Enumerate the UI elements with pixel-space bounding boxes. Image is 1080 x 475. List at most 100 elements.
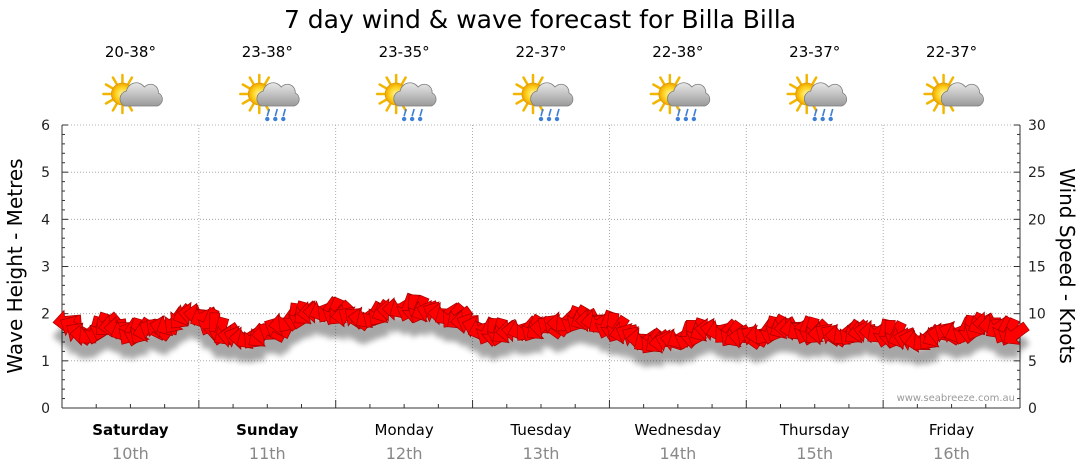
partly-cloudy-icon xyxy=(102,73,163,115)
sun-ray xyxy=(263,76,271,86)
left-axis-ticks: 0 1 2 3 4 5 6 xyxy=(41,118,50,417)
sun-ray xyxy=(515,98,525,105)
sun-ray xyxy=(925,83,936,90)
rain-streak xyxy=(556,108,560,117)
sun-ray xyxy=(947,76,955,86)
rain-streak xyxy=(540,108,544,117)
chart-title: 7 day wind & wave forecast for Billa Bil… xyxy=(284,5,796,34)
day-date: 10th xyxy=(112,444,149,463)
day-date: 14th xyxy=(659,444,696,463)
right-axis-label: Wind Speed - Knots xyxy=(1055,168,1079,364)
rain-streak xyxy=(282,108,287,117)
cloud-shape xyxy=(940,82,984,107)
rain-drop xyxy=(265,116,270,122)
showers-icon xyxy=(786,73,848,122)
sun-ray xyxy=(674,76,681,86)
rain-drop xyxy=(417,116,423,122)
showers-icon xyxy=(649,73,711,122)
rain-streak xyxy=(411,108,415,117)
sun-ray xyxy=(378,83,388,90)
sun-ray xyxy=(925,98,936,105)
sun-ray xyxy=(789,98,799,105)
day-name: Sunday xyxy=(236,421,299,439)
day-name: Wednesday xyxy=(634,421,721,439)
sun-ray xyxy=(659,76,666,86)
day-header-row: 20-38° 23-38° 23-35° 22-37° 22-38° 23-37° 22-3… xyxy=(102,43,984,122)
day-date: 11th xyxy=(249,444,286,463)
right-tick-label: 15 xyxy=(1028,260,1046,276)
sun-ray xyxy=(111,76,119,86)
right-tick-label: 0 xyxy=(1028,401,1037,417)
showers-icon xyxy=(239,73,300,122)
rain-drop xyxy=(812,116,817,122)
left-tick-label: 5 xyxy=(41,165,50,181)
cloud-shape xyxy=(393,82,437,107)
sun-ray xyxy=(241,98,252,105)
rain-drop xyxy=(538,116,544,122)
wind-arrow xyxy=(1003,321,1030,345)
showers-icon xyxy=(512,73,574,122)
grid-lines xyxy=(62,124,1020,408)
rain-drop xyxy=(273,116,278,122)
temp-range: 20-38° xyxy=(105,43,156,61)
credit-text: www.seabreeze.com.au xyxy=(897,393,1015,404)
rain-streak xyxy=(829,108,834,117)
rain-drop xyxy=(820,116,825,122)
right-axis-ticks: 0 5 10 15 20 25 30 xyxy=(1028,118,1046,417)
left-axis-label: Wave Height - Metres xyxy=(3,158,27,373)
sun-ray xyxy=(932,102,940,112)
sun-ray xyxy=(385,76,392,86)
sun-ray xyxy=(400,76,407,86)
rain-drop xyxy=(675,116,681,122)
rain-drop xyxy=(828,116,833,122)
sun-ray xyxy=(810,76,818,86)
right-tick-label: 5 xyxy=(1028,354,1037,370)
rain-drop xyxy=(409,116,415,122)
temp-range: 22-37° xyxy=(515,43,566,61)
sun-ray xyxy=(795,102,803,112)
day-date: 15th xyxy=(796,444,833,463)
rain-streak xyxy=(274,108,279,117)
rain-streak xyxy=(548,108,552,117)
sun-ray xyxy=(378,98,388,105)
left-tick-label: 1 xyxy=(41,354,50,370)
partly-cloudy-icon xyxy=(923,73,984,115)
sun-ray xyxy=(795,76,803,86)
showers-icon xyxy=(375,73,437,122)
temp-range: 23-38° xyxy=(242,43,293,61)
sun-ray xyxy=(659,102,666,112)
sun-ray xyxy=(789,83,799,90)
sun-ray xyxy=(652,98,662,105)
temp-range: 23-35° xyxy=(379,43,430,61)
sun-ray xyxy=(522,76,529,86)
left-tick-label: 0 xyxy=(41,401,50,417)
sun-ray xyxy=(385,102,392,112)
rain-drop xyxy=(281,116,286,122)
sun-ray xyxy=(515,83,525,90)
left-tick-label: 6 xyxy=(41,118,50,134)
sun-ray xyxy=(248,76,256,86)
right-tick-label: 30 xyxy=(1028,118,1046,134)
rain-streak xyxy=(403,108,407,117)
rain-drop xyxy=(554,116,560,122)
sun-ray xyxy=(652,83,662,90)
rain-drop xyxy=(546,116,552,122)
sun-ray xyxy=(537,76,544,86)
rain-streak xyxy=(693,108,697,117)
cloud-shape xyxy=(256,82,300,107)
day-name: Monday xyxy=(375,421,434,439)
sun-ray xyxy=(932,76,940,86)
axes xyxy=(61,124,1021,409)
right-tick-label: 20 xyxy=(1028,212,1046,228)
rain-drop xyxy=(683,116,689,122)
sun-ray xyxy=(248,102,256,112)
temp-range: 22-37° xyxy=(926,43,977,61)
left-tick-label: 2 xyxy=(41,307,50,323)
temp-range: 22-38° xyxy=(652,43,703,61)
day-name: Thursday xyxy=(779,421,850,439)
sun-ray xyxy=(126,76,134,86)
rain-streak xyxy=(685,108,689,117)
day-date: 13th xyxy=(523,444,560,463)
rain-streak xyxy=(813,108,818,117)
